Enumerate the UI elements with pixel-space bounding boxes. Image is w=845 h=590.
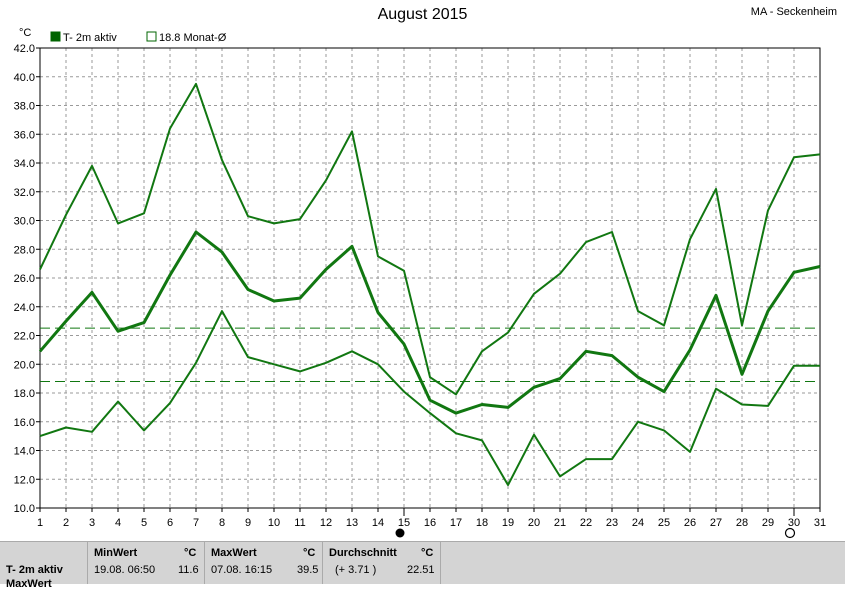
- new-moon-icon: [784, 527, 796, 539]
- y-tick-label: 34.0: [14, 158, 35, 170]
- min-date: 19.08. 06:50: [94, 564, 156, 576]
- chart-title: August 2015: [377, 6, 468, 23]
- max-value: 39.5: [297, 564, 319, 576]
- legend-label-temp: T- 2m aktiv: [63, 32, 117, 44]
- max-date: 07.08. 16:15: [211, 564, 273, 576]
- x-tick-label: 17: [450, 517, 462, 529]
- x-tick-label: 7: [193, 517, 199, 529]
- min-value: 11.6: [178, 564, 199, 576]
- legend-swatch-filled: [50, 31, 61, 42]
- station-name: MA - Seckenheim: [750, 6, 837, 18]
- y-tick-label: 10.0: [14, 503, 35, 515]
- y-tick-label: 18.0: [14, 388, 35, 400]
- x-tick-label: 6: [167, 517, 173, 529]
- x-tick-label: 18: [476, 517, 488, 529]
- min-unit: °C: [184, 547, 197, 559]
- legend-label-month-avg: 18.8 Monat-Ø: [159, 32, 227, 44]
- x-tick-label: 27: [710, 517, 722, 529]
- statistics-footer: T- 2m aktiv MaxWert MinWert °C 19.08. 06…: [0, 541, 845, 590]
- plot-frame: [39, 47, 821, 509]
- x-tick-label: 4: [115, 517, 121, 529]
- x-tick-label: 30: [788, 517, 800, 529]
- avg-header: Durchschnitt: [329, 547, 397, 559]
- y-tick-label: 36.0: [14, 129, 35, 141]
- chart-area: T- 2m aktiv 18.8 Monat-Ø °C 10.0 12.0 14.0…: [14, 27, 826, 539]
- y-tick-label: 14.0: [14, 446, 35, 458]
- y-tick-label: 26.0: [14, 273, 35, 285]
- x-tick-label: 13: [346, 517, 358, 529]
- full-moon-icon: [395, 528, 405, 538]
- x-tick-label: 5: [141, 517, 147, 529]
- x-tick-label: 15: [398, 517, 410, 529]
- series-line-min: [39, 310, 820, 486]
- avg-unit: °C: [421, 547, 434, 559]
- y-tick-label: 42.0: [14, 43, 35, 55]
- x-tick-label: 28: [736, 517, 748, 529]
- footer-avg-cell: Durchschnitt °C (+ 3.71 ) 22.51: [323, 542, 441, 584]
- y-tick-label: 32.0: [14, 187, 35, 199]
- x-tick-label: 21: [554, 517, 566, 529]
- x-tick-label: 24: [632, 517, 644, 529]
- x-tick-label: 12: [320, 517, 332, 529]
- series-line-max: [39, 82, 821, 396]
- x-tick-label: 3: [89, 517, 95, 529]
- x-tick-label: 29: [762, 517, 774, 529]
- y-axis-unit: °C: [19, 27, 31, 39]
- x-tick-label: 23: [606, 517, 618, 529]
- y-tick-label: 40.0: [14, 72, 35, 84]
- avg-value: 22.51: [407, 564, 435, 576]
- series-line-avg: [38, 230, 821, 415]
- legend-swatch-empty: [146, 31, 157, 42]
- x-tick-label: 8: [219, 517, 225, 529]
- x-tick-label: 20: [528, 517, 540, 529]
- x-tick-label: 11: [294, 517, 305, 529]
- y-tick-label: 12.0: [14, 474, 35, 486]
- x-tick-label: 31: [814, 517, 826, 529]
- y-tick-label: 30.0: [14, 216, 35, 228]
- y-tick-label: 22.0: [14, 331, 35, 343]
- x-tick-label: 2: [63, 517, 69, 529]
- x-tick-label: 22: [580, 517, 592, 529]
- footer-label-cell: [0, 542, 88, 584]
- footer-min-cell: MinWert °C 19.08. 06:50 11.6: [88, 542, 205, 584]
- min-header: MinWert: [94, 547, 138, 559]
- max-header: MaxWert: [211, 547, 257, 559]
- x-tick-label: 19: [502, 517, 514, 529]
- y-tick-label: 38.0: [14, 101, 35, 113]
- x-tick-label: 14: [372, 517, 384, 529]
- x-tick-label: 16: [424, 517, 436, 529]
- y-tick-label: 20.0: [14, 359, 35, 371]
- x-tick-label: 9: [245, 517, 251, 529]
- x-tick-label: 10: [268, 517, 280, 529]
- max-unit: °C: [303, 547, 316, 559]
- y-tick-label: 28.0: [14, 244, 35, 256]
- footer-row-label: T- 2m aktiv: [6, 564, 63, 576]
- x-tick-label: 25: [658, 517, 670, 529]
- y-tick-label: 24.0: [14, 302, 35, 314]
- y-tick-label: 16.0: [14, 417, 35, 429]
- x-tick-label: 26: [684, 517, 696, 529]
- legend: T- 2m aktiv 18.8 Monat-Ø: [50, 31, 227, 44]
- x-tick-label: 1: [37, 517, 43, 529]
- avg-delta: (+ 3.71 ): [335, 564, 377, 576]
- footer-max-cell: MaxWert °C 07.08. 16:15 39.5: [205, 542, 323, 584]
